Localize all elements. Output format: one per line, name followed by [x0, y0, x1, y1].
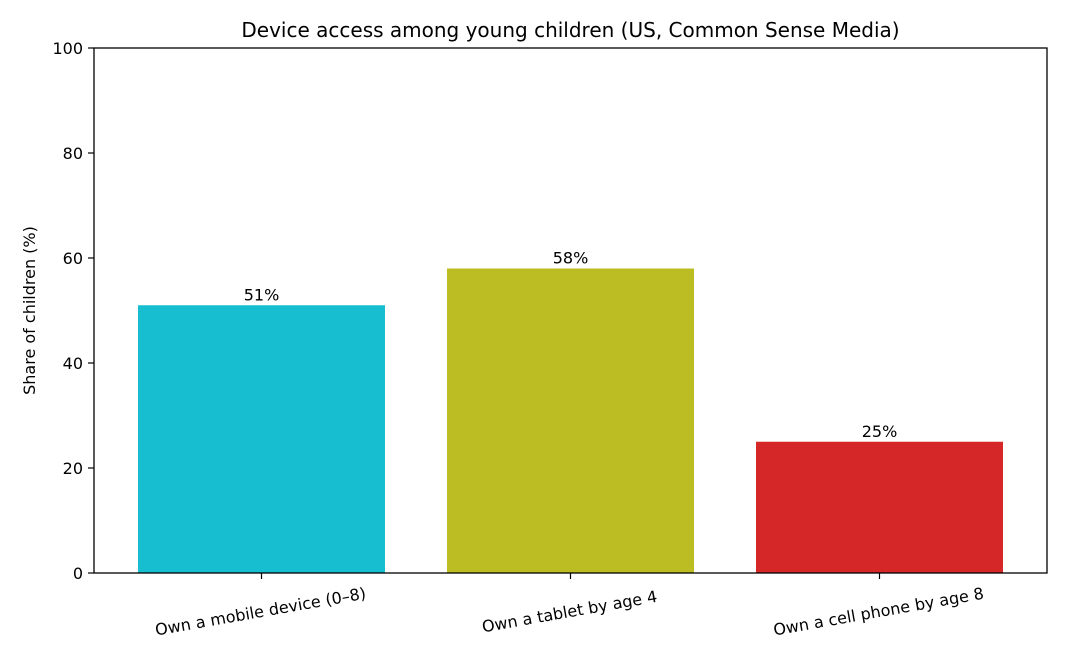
bar — [756, 441, 1003, 573]
plot-frame — [93, 47, 1048, 574]
y-tick-label: 0 — [73, 564, 83, 583]
chart-title: Device access among young children (US, … — [241, 18, 899, 42]
y-tick-label: 60 — [63, 249, 83, 268]
x-tick-label: Own a tablet by age 4 — [481, 587, 659, 637]
bar — [447, 268, 694, 573]
x-tick-label: Own a cell phone by age 8 — [772, 584, 985, 640]
y-tick-label: 40 — [63, 354, 83, 373]
y-axis-label: Share of children (%) — [20, 226, 39, 395]
bar — [138, 305, 385, 573]
y-tick-label: 80 — [63, 144, 83, 163]
y-tick-label: 20 — [63, 459, 83, 478]
x-tick-label: Own a mobile device (0–8) — [154, 584, 368, 640]
data-label: 51% — [244, 285, 280, 304]
data-label: 58% — [553, 249, 589, 268]
data-label: 25% — [862, 422, 898, 441]
y-tick-label: 100 — [52, 39, 83, 58]
